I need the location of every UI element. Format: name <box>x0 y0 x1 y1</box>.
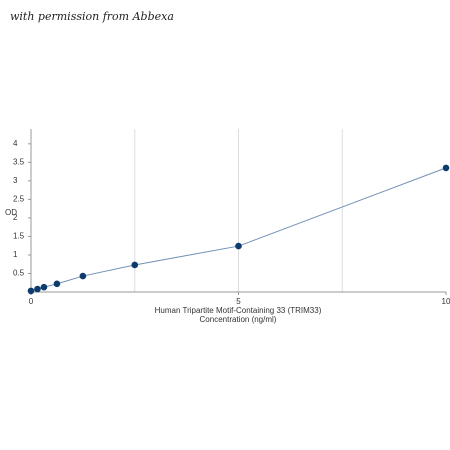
x-tick-label: 10 <box>442 297 450 306</box>
data-point <box>131 261 139 269</box>
watermark: with permission from Abbexa <box>10 10 174 23</box>
y-tick-label: 4 <box>13 139 18 148</box>
y-axis-label: OD <box>5 208 17 217</box>
data-point <box>40 283 48 291</box>
y-tick-label: 2.5 <box>13 194 25 203</box>
data-point <box>34 285 41 293</box>
y-tick-label: 2 <box>13 213 18 222</box>
data-point <box>442 164 450 172</box>
data-point <box>53 280 61 288</box>
x-axis-label: Concentration (ng/ml) <box>200 315 277 324</box>
y-tick-label: 3 <box>13 176 18 185</box>
y-tick-label: 3.5 <box>13 157 25 166</box>
x-tick-label: 0 <box>29 297 34 306</box>
y-tick-label: 0.5 <box>13 269 25 278</box>
x-tick-label: 5 <box>236 297 241 306</box>
data-point <box>27 287 35 295</box>
data-point <box>235 242 242 250</box>
y-tick-label: 1 <box>13 250 18 259</box>
data-point <box>79 272 87 280</box>
y-tick-label: 1.5 <box>13 232 25 241</box>
x-axis-label: Human Tripartite Motif-Containing 33 (TR… <box>155 306 322 315</box>
